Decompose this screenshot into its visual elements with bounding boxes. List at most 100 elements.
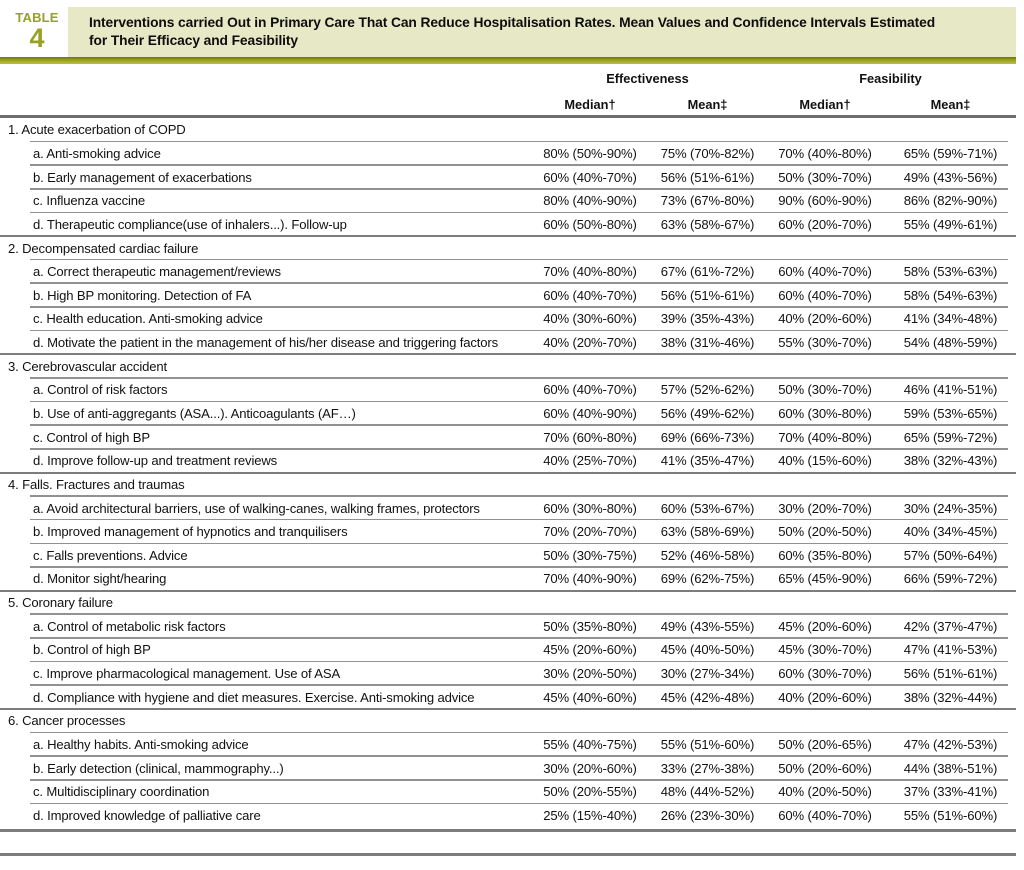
value-cell-feasibility-median: 60% (30%-80%) [778,406,872,421]
value-cell-feasibility-mean: 46% (41%-51%) [903,382,998,398]
value-cell-feasibility-median: 50% (20%-65%) [778,736,872,752]
row-divider [30,424,1008,426]
value-cell-feasibility-median: 40% (20%-50%) [778,784,872,800]
intervention-row: b. Improved management of hypnotics and … [0,518,1016,544]
value-cell-feasibility-median: 60% (40%-70%) [778,264,872,280]
row-divider [30,495,1008,497]
intervention-row: d. Compliance with hygiene and diet meas… [0,684,1016,709]
value-cell-feasibility-mean: 40% (34%-45%) [903,524,998,540]
row-divider [30,377,1008,379]
intervention-row: b. Use of anti-aggregants (ASA...). Anti… [0,400,1016,426]
intervention-label: a. Healthy habits. Anti-smoking advice [33,736,249,752]
row-divider [30,187,1008,190]
intervention-label: b. Early detection (clinical, mammograph… [33,760,284,776]
row-divider [30,802,1008,805]
value-cell-feasibility-median: 55% (30%-70%) [778,335,872,351]
value-cell-effectiveness-mean: 49% (43%-55%) [660,618,755,634]
section-row: 2. Decompensated cardiac failure [0,235,1016,260]
intervention-row: c. Control of high BP 70% (60%-80%) 69% (6… [0,424,1016,449]
value-cell-effectiveness-median: 70% (60%-80%) [543,429,637,445]
value-cell-effectiveness-median: 60% (40%-90%) [543,406,637,421]
value-cell-feasibility-mean: 44% (38%-51%) [903,760,998,776]
value-cell-effectiveness-median: 80% (50%-90%) [543,145,637,161]
value-cell-effectiveness-median: 30% (20%-50%) [543,666,637,682]
value-cell-feasibility-mean: 49% (43%-56%) [903,169,998,185]
value-cell-feasibility-mean: 56% (51%-61%) [903,666,998,682]
value-cell-effectiveness-mean: 60% (53%-67%) [660,500,755,516]
intervention-label: d. Compliance with hygiene and diet meas… [33,689,475,705]
intervention-row: d. Improve follow-up and treatment revie… [0,447,1016,473]
value-cell-feasibility-mean: 37% (33%-41%) [903,784,998,800]
value-cell-feasibility-median: 70% (40%-80%) [778,429,872,445]
value-cell-effectiveness-median: 70% (20%-70%) [543,524,637,540]
intervention-row: b. High BP monitoring. Detection of FA 60… [0,282,1016,307]
intervention-row: b. Control of high BP 45% (20%-60%) 45% (4… [0,637,1016,662]
value-cell-feasibility-median: 50% (20%-60%) [778,760,872,776]
label-column-spacer [0,64,530,86]
intervention-label: a. Control of risk factors [33,382,168,398]
value-cell-effectiveness-median: 70% (40%-90%) [543,571,637,587]
row-divider [30,684,1008,686]
intervention-label: c. Influenza vaccine [33,193,145,209]
intervention-row: c. Influenza vaccine 80% (40%-90%) 73% (67… [0,187,1016,213]
value-cell-effectiveness-median: 60% (40%-70%) [543,287,637,303]
sub-header-row: Median† Mean‡ Median† Mean‡ [0,86,1016,112]
value-cell-effectiveness-mean: 69% (66%-73%) [660,429,755,445]
section-divider [0,589,1016,592]
value-cell-feasibility-mean: 59% (53%-65%) [903,406,998,421]
section-label: 3. Cerebrovascular accident [8,358,167,374]
value-cell-effectiveness-median: 60% (40%-70%) [543,169,637,185]
value-cell-effectiveness-median: 40% (30%-60%) [543,311,637,327]
section-row: 4. Falls. Fractures and traumas [0,471,1016,497]
label-column-spacer [0,86,530,112]
value-cell-effectiveness-mean: 75% (70%-82%) [660,145,755,161]
value-cell-effectiveness-mean: 69% (62%-75%) [660,571,755,587]
section-label: 6. Cancer processes [8,713,126,729]
value-cell-feasibility-mean: 41% (34%-48%) [903,311,998,327]
value-cell-effectiveness-mean: 56% (51%-61%) [660,287,755,303]
intervention-label: b. Use of anti-aggregants (ASA...). Anti… [33,406,356,421]
value-cell-feasibility-mean: 55% (51%-60%) [903,807,998,823]
value-cell-feasibility-median: 40% (20%-60%) [778,689,872,705]
intervention-label: b. Control of high BP [33,642,151,658]
intervention-row: c. Falls preventions. Advice 50% (30%-75%… [0,542,1016,568]
value-cell-feasibility-mean: 55% (49%-61%) [903,216,998,232]
value-cell-feasibility-median: 40% (20%-60%) [778,311,872,327]
table-title: Interventions carried Out in Primary Car… [68,14,935,50]
value-cell-feasibility-median: 45% (20%-60%) [778,618,872,634]
intervention-row: a. Healthy habits. Anti-smoking advice 55… [0,731,1016,757]
intervention-label: a. Control of metabolic risk factors [33,618,226,634]
row-divider [30,566,1008,568]
value-cell-effectiveness-mean: 57% (52%-62%) [660,382,755,398]
value-cell-feasibility-mean: 86% (82%-90%) [903,193,998,209]
value-cell-effectiveness-mean: 63% (58%-69%) [660,524,755,540]
row-divider [30,755,1008,757]
value-cell-effectiveness-mean: 45% (40%-50%) [660,642,755,658]
sub-header-effectiveness-mean: Mean‡ [687,97,728,112]
value-cell-effectiveness-median: 60% (40%-70%) [543,382,637,398]
value-cell-feasibility-median: 60% (35%-80%) [778,547,872,563]
value-cell-effectiveness-mean: 67% (61%-72%) [660,264,755,280]
group-header-effectiveness: Effectiveness [606,71,689,86]
value-cell-feasibility-median: 60% (30%-70%) [778,666,872,682]
table-tag-label: TABLE [15,10,59,25]
value-cell-effectiveness-mean: 73% (67%-80%) [660,193,755,209]
section-divider [0,235,1016,238]
row-divider [30,164,1008,166]
value-cell-feasibility-mean: 58% (53%-63%) [903,264,998,280]
intervention-label: c. Control of high BP [33,429,150,445]
row-divider [30,731,1008,734]
value-cell-effectiveness-mean: 30% (27%-34%) [660,666,755,682]
row-divider [30,140,1008,143]
value-cell-feasibility-median: 50% (30%-70%) [778,169,872,185]
group-header-feasibility: Feasibility [859,71,922,86]
row-divider [30,518,1008,521]
value-cell-effectiveness-median: 45% (40%-60%) [543,689,637,705]
row-divider [30,400,1008,403]
value-cell-effectiveness-mean: 55% (51%-60%) [660,736,755,752]
intervention-row: a. Avoid architectural barriers, use of … [0,495,1016,520]
table-tag-number: 4 [29,23,45,53]
value-cell-feasibility-mean: 47% (42%-53%) [903,736,998,752]
value-cell-effectiveness-median: 30% (20%-60%) [543,760,637,776]
value-cell-effectiveness-median: 40% (25%-70%) [543,453,637,469]
